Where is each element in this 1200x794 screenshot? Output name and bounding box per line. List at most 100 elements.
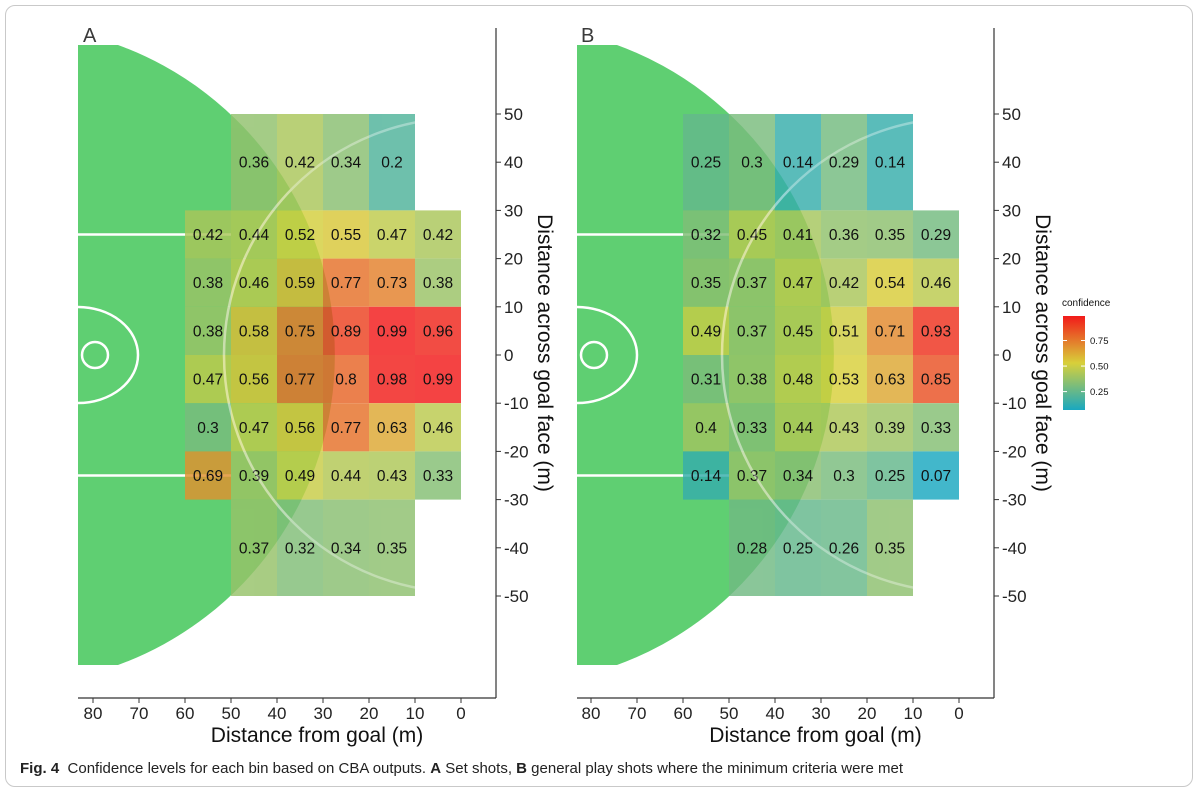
heatmap-cell — [867, 355, 913, 404]
cell-value-label: 0.99 — [377, 323, 407, 340]
cell-value-label: 0.56 — [285, 420, 315, 437]
y-tick-label: -30 — [504, 491, 529, 510]
y-tick-label: -50 — [1002, 587, 1027, 606]
x-axis-title: Distance from goal (m) — [709, 724, 921, 747]
y-axis-title: Distance across goal face (m) — [533, 214, 556, 492]
heatmap-cell — [729, 114, 775, 211]
cell-value-label: 0.45 — [737, 227, 767, 244]
heatmap-cell — [323, 499, 369, 596]
cell-value-label: 0.71 — [875, 323, 905, 340]
heatmap-cell — [415, 355, 461, 404]
cell-value-label: 0.32 — [691, 227, 721, 244]
cell-value-label: 0.07 — [921, 468, 951, 485]
cell-value-label: 0.35 — [875, 227, 905, 244]
cell-value-label: 0.38 — [193, 275, 223, 292]
y-tick-label: -10 — [504, 394, 529, 413]
cell-value-label: 0.42 — [193, 227, 223, 244]
x-tick-label: 10 — [904, 704, 923, 723]
cell-value-label: 0.55 — [331, 227, 361, 244]
cell-value-label: 0.39 — [875, 420, 905, 437]
heatmap-cell — [729, 306, 775, 355]
heatmap-cell — [683, 114, 729, 211]
y-tick-label: 50 — [504, 105, 523, 124]
centre-circle — [579, 340, 609, 370]
cell-value-label: 0.56 — [239, 372, 269, 389]
panel-label: B — [581, 25, 594, 47]
heatmap-cell — [729, 210, 775, 259]
cell-value-label: 0.46 — [423, 420, 453, 437]
x-tick-label: 10 — [406, 704, 425, 723]
cell-value-label: 0.69 — [193, 468, 223, 485]
heatmap-cell — [231, 306, 277, 355]
cell-value-label: 0.2 — [381, 155, 403, 172]
cell-value-label: 0.46 — [921, 275, 951, 292]
y-tick-label: -20 — [504, 442, 529, 461]
y-tick-label: 10 — [504, 298, 523, 317]
heatmap-cell — [913, 306, 959, 355]
heatmap-cell — [415, 306, 461, 355]
heatmap-cell — [277, 210, 323, 259]
heatmap-cell — [683, 451, 729, 500]
cell-value-label: 0.25 — [783, 540, 813, 557]
x-tick-label: 50 — [720, 704, 739, 723]
x-tick-label: 60 — [176, 704, 195, 723]
x-tick-label: 70 — [628, 704, 647, 723]
legend-tick-label: 0.25 — [1090, 387, 1109, 398]
heatmap-cell — [323, 258, 369, 307]
heatmap-cell — [683, 258, 729, 307]
heatmap-cell — [775, 210, 821, 259]
heatmap-cell — [821, 355, 867, 404]
cell-value-label: 0.29 — [829, 155, 859, 172]
heatmap-cell — [683, 355, 729, 404]
heatmap-cell — [683, 210, 729, 259]
heatmap-cell — [867, 499, 913, 596]
heatmap-cell — [369, 210, 415, 259]
cell-value-label: 0.45 — [783, 323, 813, 340]
heatmap-cell — [729, 499, 775, 596]
heatmap-cell — [729, 451, 775, 500]
cell-value-label: 0.32 — [285, 540, 315, 557]
heatmap-cell — [415, 210, 461, 259]
cell-value-label: 0.8 — [335, 372, 357, 389]
figure-caption: Fig. 4 Confidence levels for each bin ba… — [20, 760, 1180, 777]
heatmap-cell — [323, 355, 369, 404]
cell-value-label: 0.77 — [331, 420, 361, 437]
heatmap-cell — [277, 403, 323, 452]
cell-value-label: 0.43 — [377, 468, 407, 485]
cell-value-label: 0.75 — [285, 323, 315, 340]
cell-value-label: 0.25 — [691, 155, 721, 172]
x-tick-label: 30 — [812, 704, 831, 723]
heatmap-cell — [369, 403, 415, 452]
heatmap-cell — [729, 258, 775, 307]
heatmap-cell — [775, 258, 821, 307]
cell-value-label: 0.54 — [875, 275, 906, 292]
cell-value-label: 0.52 — [285, 227, 315, 244]
cell-value-label: 0.51 — [829, 323, 859, 340]
cell-value-label: 0.77 — [331, 275, 361, 292]
y-tick-label: 0 — [504, 346, 513, 365]
centre-square-arc — [78, 305, 140, 405]
cell-value-label: 0.98 — [377, 372, 407, 389]
y-tick-label: -30 — [1002, 491, 1027, 510]
cell-value-label: 0.44 — [239, 227, 270, 244]
cell-value-label: 0.3 — [197, 420, 219, 437]
x-tick-label: 20 — [858, 704, 877, 723]
caption-fig-label: Fig. 4 — [20, 760, 60, 777]
heatmap-cell — [369, 499, 415, 596]
cell-value-label: 0.89 — [331, 323, 361, 340]
cell-value-label: 0.28 — [737, 540, 767, 557]
cell-value-label: 0.36 — [829, 227, 859, 244]
cell-value-label: 0.14 — [783, 155, 814, 172]
cell-value-label: 0.35 — [875, 540, 905, 557]
heatmap-cell — [415, 403, 461, 452]
cell-value-label: 0.35 — [377, 540, 407, 557]
cell-value-label: 0.35 — [691, 275, 721, 292]
heatmap-cell — [867, 451, 913, 500]
heatmap-cell — [821, 114, 867, 211]
cell-value-label: 0.33 — [423, 468, 453, 485]
cell-value-label: 0.41 — [783, 227, 813, 244]
cell-value-label: 0.77 — [285, 372, 315, 389]
x-tick-label: 40 — [268, 704, 287, 723]
heatmap-cell — [277, 451, 323, 500]
